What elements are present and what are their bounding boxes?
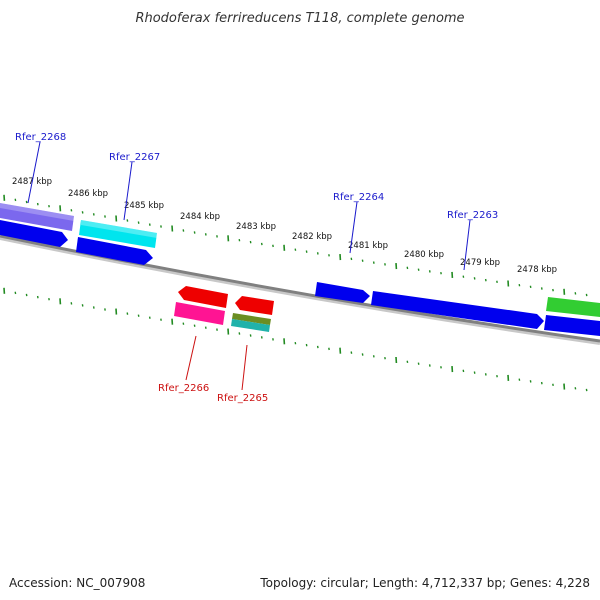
gene-labels: Rfer_2268 Rfer_2267 Rfer_2264 Rfer_2263 … (15, 132, 498, 404)
gene-features (0, 203, 600, 336)
forward-tick-track (3, 194, 588, 297)
feature-blue-5[interactable] (544, 315, 600, 336)
label-leader-lines (27, 141, 471, 391)
feature-green[interactable] (546, 297, 600, 317)
feature-red-2[interactable] (235, 296, 274, 315)
leader-rfer-2265 (241, 344, 248, 391)
map-title: Rhodoferax ferrireducens T118, complete … (135, 11, 464, 26)
gene-label-rfer-2266[interactable]: Rfer_2266 (158, 383, 209, 394)
feature-purple[interactable] (0, 203, 74, 231)
tick-label-2483: 2483 kbp (236, 222, 276, 232)
tick-label-2481: 2481 kbp (348, 241, 388, 251)
leader-rfer-2268 (27, 141, 41, 204)
feature-blue-3[interactable] (315, 282, 370, 303)
reverse-tick-track (3, 287, 588, 392)
gene-label-rfer-2268[interactable]: Rfer_2268 (15, 132, 66, 143)
gene-label-rfer-2267[interactable]: Rfer_2267 (109, 152, 160, 163)
tick-label-2479: 2479 kbp (460, 258, 500, 268)
tick-label-2484: 2484 kbp (180, 212, 220, 222)
feature-blue-2[interactable] (76, 237, 153, 265)
feature-teal[interactable] (231, 319, 270, 332)
gene-label-rfer-2263[interactable]: Rfer_2263 (447, 210, 498, 221)
leader-rfer-2266 (185, 335, 197, 381)
feature-olive[interactable] (232, 313, 271, 325)
feature-blue-1[interactable] (0, 220, 68, 247)
feature-pink[interactable] (174, 302, 225, 325)
feature-red-1[interactable] (178, 286, 228, 308)
gene-label-rfer-2265[interactable]: Rfer_2265 (217, 393, 268, 404)
tick-labels: 2487 kbp 2486 kbp 2485 kbp 2484 kbp 2483… (12, 177, 557, 275)
gene-label-rfer-2264[interactable]: Rfer_2264 (333, 192, 384, 203)
genome-backbone-shadow (0, 236, 600, 345)
accession-text: Accession: NC_007908 (9, 576, 145, 590)
feature-cyan[interactable] (79, 220, 157, 248)
tick-label-2485: 2485 kbp (124, 201, 164, 211)
tick-label-2478: 2478 kbp (517, 265, 557, 275)
tick-label-2480: 2480 kbp (404, 250, 444, 260)
leader-rfer-2263 (463, 219, 471, 271)
feature-cyan-highlight (81, 220, 157, 238)
leader-rfer-2267 (123, 161, 133, 221)
feature-blue-4[interactable] (371, 291, 544, 329)
tick-label-2486: 2486 kbp (68, 189, 108, 199)
tick-label-2482: 2482 kbp (292, 232, 332, 242)
leader-rfer-2264 (349, 201, 358, 254)
feature-purple-highlight (0, 203, 74, 221)
genome-summary-text: Topology: circular; Length: 4,712,337 bp… (259, 576, 590, 590)
